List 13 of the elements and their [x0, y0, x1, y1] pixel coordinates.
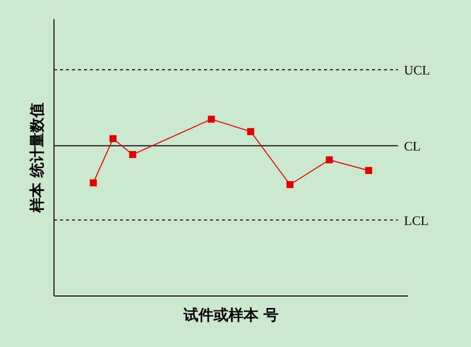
point — [286, 181, 294, 188]
point — [208, 116, 215, 123]
point — [129, 151, 136, 158]
x-axis-title: 试件或样本 号 — [182, 306, 279, 324]
y-axis-title: 样本 统计量数值 — [28, 102, 46, 214]
point — [247, 128, 254, 136]
ref-line-label: CL — [404, 138, 421, 154]
ref-line-label: UCL — [404, 62, 430, 78]
point — [326, 156, 333, 164]
point — [90, 179, 97, 186]
ref-line-label: LCL — [404, 212, 429, 228]
point — [110, 135, 116, 142]
point — [365, 166, 372, 174]
